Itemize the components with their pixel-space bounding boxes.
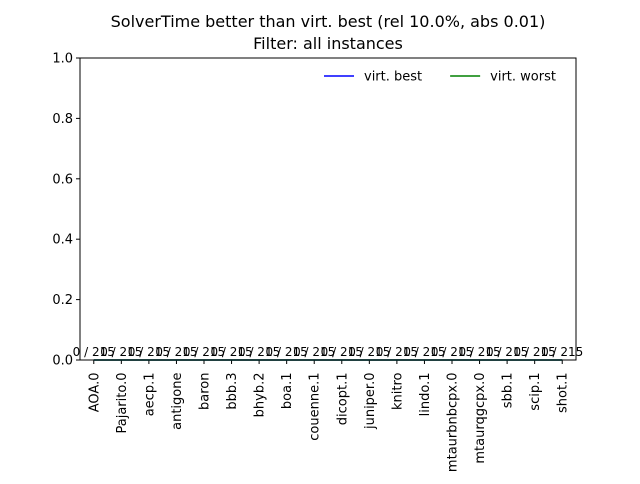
x-tick-label: bhyb.2 bbox=[253, 373, 268, 418]
plot-area bbox=[80, 58, 576, 360]
y-tick-label: 0.6 bbox=[52, 172, 73, 187]
x-tick-label: baron bbox=[198, 373, 213, 410]
y-tick-label: 0.4 bbox=[52, 233, 73, 248]
x-tick-label: aecp.1 bbox=[142, 373, 157, 417]
bar-value-label: 0 / 215 bbox=[403, 345, 445, 359]
bar-value-label: 0 / 215 bbox=[238, 345, 280, 359]
y-axis: 0.0 0.2 0.4 0.6 0.8 1.0 bbox=[52, 52, 80, 369]
bar-value-label: 0 / 215 bbox=[486, 345, 528, 359]
x-tick-label: dicopt.1 bbox=[335, 373, 350, 426]
bar-value-label: 0 / 215 bbox=[514, 345, 556, 359]
bar-value-label: 0 / 215 bbox=[128, 345, 170, 359]
chart-subtitle: Filter: all instances bbox=[253, 34, 403, 53]
legend-label: virt. best bbox=[364, 70, 422, 85]
x-tick-label: antigone bbox=[170, 373, 185, 430]
x-tick-label: boa.1 bbox=[280, 373, 295, 410]
bar-value-label: 0 / 215 bbox=[431, 345, 473, 359]
bar-value-label: 0 / 215 bbox=[376, 345, 418, 359]
bar-value-label: 0 / 215 bbox=[541, 345, 583, 359]
x-tick-label: scip.1 bbox=[528, 373, 543, 411]
x-axis: AOA.0 Pajarito.0 aecp.1 antigone baron bbb.3 b… bbox=[87, 360, 571, 473]
x-tick-label: bbb.3 bbox=[225, 373, 240, 410]
bar-value-label: 0 / 215 bbox=[100, 345, 142, 359]
bar-value-label: 0 / 215 bbox=[155, 345, 197, 359]
y-tick-label: 0.8 bbox=[52, 112, 73, 127]
x-tick-label: lindo.1 bbox=[418, 373, 433, 417]
x-tick-label: sbb.1 bbox=[501, 372, 516, 408]
x-tick-label: couenne.1 bbox=[308, 373, 323, 441]
bar-value-label: 0 / 215 bbox=[293, 345, 335, 359]
x-tick-label: mtaurbnbcpx.0 bbox=[446, 373, 461, 473]
x-tick-label: shot.1 bbox=[556, 373, 571, 413]
legend-label: virt. worst bbox=[490, 70, 556, 85]
legend: virt. best virt. worst bbox=[324, 70, 556, 85]
x-tick-label: mtaurqgcpx.0 bbox=[473, 373, 488, 464]
y-tick-label: 1.0 bbox=[52, 52, 73, 67]
chart-title: SolverTime better than virt. best (rel 1… bbox=[111, 12, 546, 31]
bar-value-label: 0 / 215 bbox=[458, 345, 500, 359]
bar-value-label: 0 / 215 bbox=[266, 345, 308, 359]
x-tick-label: knitro bbox=[390, 372, 405, 410]
bar-value-label: 0 / 215 bbox=[73, 345, 115, 359]
bar-value-label: 0 / 215 bbox=[183, 345, 225, 359]
bar-value-label: 0 / 215 bbox=[321, 345, 363, 359]
plot-frame bbox=[79, 57, 577, 361]
x-tick-label: juniper.0 bbox=[363, 373, 378, 431]
bar-value-label: 0 / 215 bbox=[348, 345, 390, 359]
y-tick-label: 0.2 bbox=[52, 293, 73, 308]
x-tick-label: AOA.0 bbox=[87, 373, 102, 413]
x-tick-label: Pajarito.0 bbox=[115, 373, 130, 434]
bar-value-label: 0 / 215 bbox=[210, 345, 252, 359]
y-tick-label: 0.0 bbox=[52, 354, 73, 369]
